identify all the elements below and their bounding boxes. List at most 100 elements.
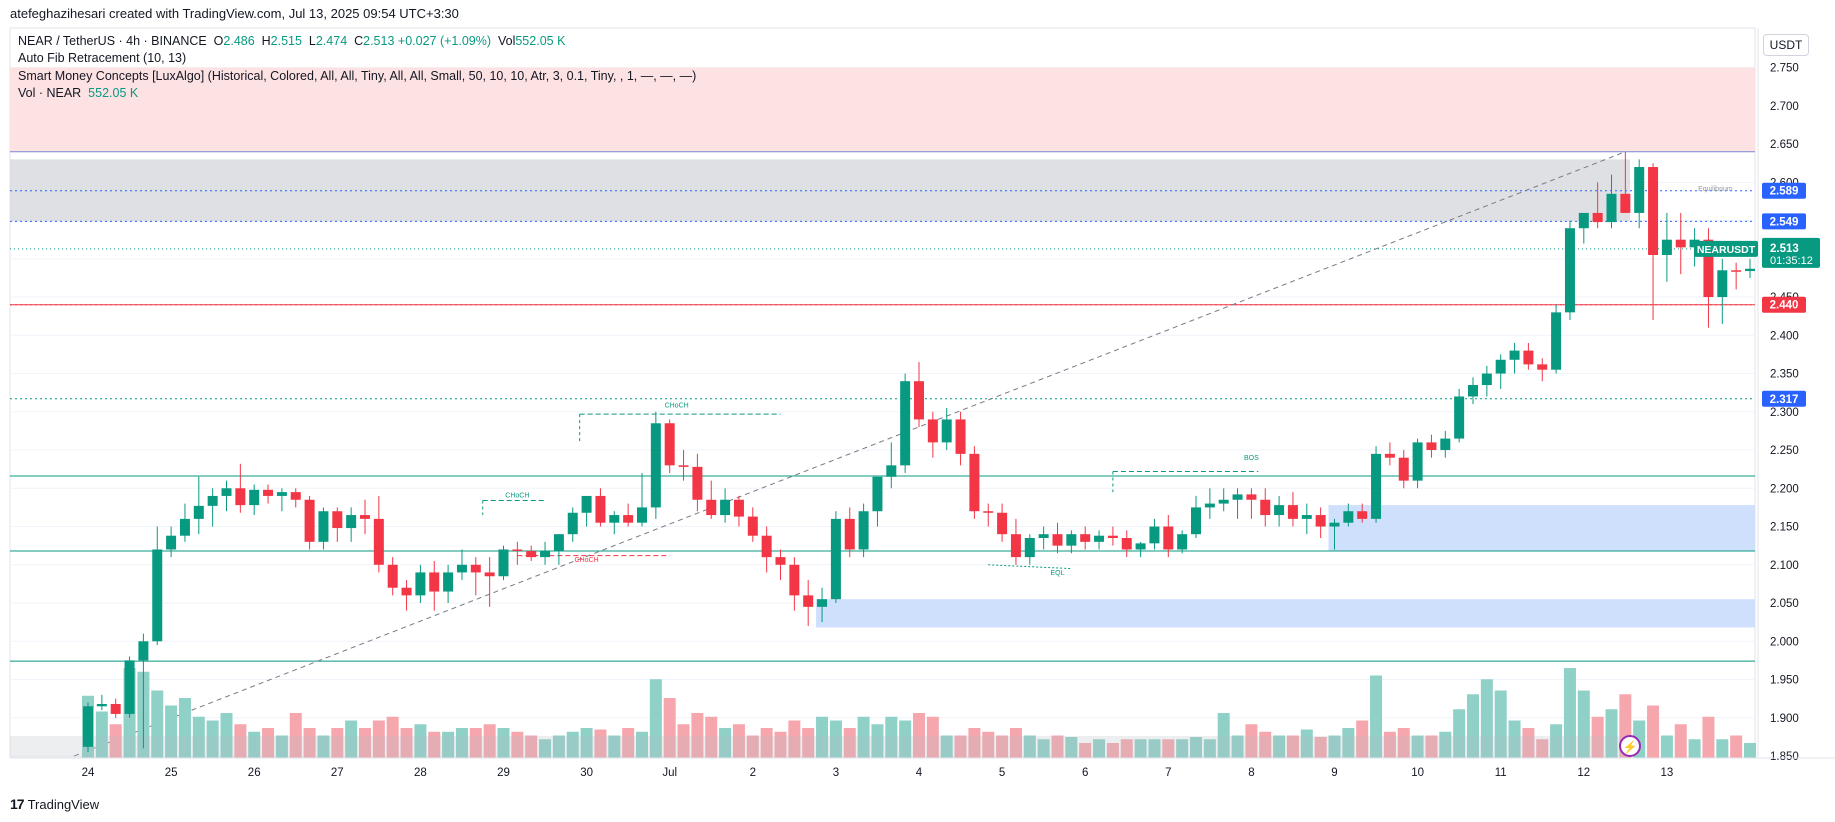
candle-body (1010, 534, 1021, 558)
candle-body (1260, 499, 1271, 516)
volume-bar (788, 720, 801, 758)
candle-body (387, 564, 398, 588)
candle-body (83, 706, 93, 747)
annotation-label: Equilibrium (1698, 186, 1733, 193)
candle-body (872, 476, 883, 512)
price-tick-label: 2.150 (1770, 522, 1799, 534)
candle-body (152, 549, 163, 642)
smc-indicator-legend[interactable]: Smart Money Concepts [LuxAlgo] (Historic… (18, 69, 697, 83)
candle-body (969, 453, 980, 512)
volume-indicator-name: Vol · NEAR (18, 86, 82, 100)
volume-bar (1065, 737, 1078, 758)
candle-body (1343, 511, 1354, 523)
candle-body (1537, 364, 1548, 370)
price-level-tag-text: 2.549 (1770, 216, 1799, 228)
volume-bar (497, 728, 510, 758)
volume-bar (1647, 705, 1660, 758)
volume-ma-band (10, 736, 1630, 758)
candle-body (318, 511, 329, 542)
volume-bar (774, 731, 787, 758)
volume-bar (1300, 729, 1313, 758)
volume-bar (220, 713, 233, 758)
candle-body (1232, 494, 1243, 500)
candle-body (1246, 494, 1257, 500)
volume-indicator-legend[interactable]: Vol · NEAR 552.05 K (18, 86, 138, 100)
candle-body (1107, 535, 1118, 539)
volume-bar (1093, 739, 1106, 758)
price-chart[interactable]: CHoCH CHoCH CHoCH BOS EQL Equilibrium 1.850 1.9… (0, 0, 1835, 800)
volume-bar (1009, 728, 1022, 758)
candle-body (1481, 373, 1492, 386)
candle-body (526, 551, 537, 558)
candle-body (1717, 270, 1728, 298)
volume-bar (663, 698, 676, 758)
last-price-tag-text: 2.513 (1770, 243, 1799, 255)
candle-body (1675, 239, 1686, 248)
fib-indicator-legend[interactable]: Auto Fib Retracement (10, 13) (18, 51, 187, 65)
volume-bar (1605, 709, 1618, 758)
volume-bar (1370, 675, 1383, 758)
volume-bar (483, 724, 496, 758)
candle-body (373, 518, 384, 565)
volume-bar (913, 713, 925, 758)
candle-body (1135, 543, 1146, 550)
candle-body (761, 535, 772, 558)
price-tick-label: 2.100 (1770, 560, 1799, 572)
price-tick-label: 2.200 (1770, 483, 1799, 495)
volume-bar (303, 728, 316, 758)
annotation-label: BOS (1244, 455, 1259, 462)
candle-body (664, 423, 675, 466)
volume-bar (1079, 743, 1092, 758)
volume-bar (1467, 694, 1479, 758)
volume-bar (816, 716, 829, 758)
volume-bar (428, 731, 441, 758)
symbol-label[interactable]: NEAR / TetherUS · 4h · BINANCE (18, 34, 207, 48)
volume-bar (636, 731, 648, 758)
candle-body (1578, 212, 1589, 229)
volume-bar (926, 716, 939, 758)
volume-bar (275, 735, 288, 758)
candle-body (1329, 522, 1340, 527)
candle-body (858, 511, 869, 550)
volume-bar (248, 731, 261, 758)
volume-bar (1245, 724, 1258, 758)
candle-body (1634, 167, 1645, 213)
candle-body (1509, 350, 1520, 360)
candle-body (1357, 511, 1368, 519)
time-tick-label: 29 (497, 767, 510, 779)
flash-icon[interactable]: ⚡ (1619, 735, 1641, 757)
price-tick-label: 1.950 (1770, 675, 1799, 687)
candle-body (914, 381, 924, 420)
volume-bar (1744, 743, 1756, 758)
chart-area[interactable]: CHoCH CHoCH CHoCH BOS EQL Equilibrium 1.850 1.9… (0, 0, 1835, 800)
volume-bar (1190, 737, 1202, 758)
candle-body (179, 518, 190, 536)
candle-body (955, 419, 966, 454)
volume-bar (386, 716, 399, 758)
volume-bar (345, 720, 358, 758)
candle-body (1121, 538, 1132, 550)
candle-body (1149, 526, 1160, 544)
volume-bar (719, 728, 732, 758)
price-tick-label: 2.050 (1770, 598, 1799, 610)
volume-bar (1273, 735, 1286, 758)
volume-bar (996, 735, 1009, 758)
candle-body (401, 587, 412, 596)
candle-body (623, 515, 634, 523)
candle-body (1648, 167, 1659, 255)
change-value: +0.027 (+1.09%) (397, 34, 492, 48)
candle-body (1301, 515, 1312, 519)
volume-bar (1383, 731, 1396, 758)
open-label: O (213, 34, 224, 48)
price-level-tag (1762, 213, 1806, 230)
candle-body (692, 466, 703, 500)
volume-bar (469, 728, 482, 758)
price-level-tag-text: 2.589 (1770, 186, 1799, 198)
volume-bar (746, 735, 759, 758)
candle-body (1745, 268, 1755, 272)
volume-bar (95, 711, 108, 758)
candle-body (900, 381, 911, 466)
volume-bar (1702, 716, 1715, 758)
currency-selector[interactable]: USDT (1763, 34, 1809, 56)
price-tick-label: 2.250 (1770, 445, 1799, 457)
